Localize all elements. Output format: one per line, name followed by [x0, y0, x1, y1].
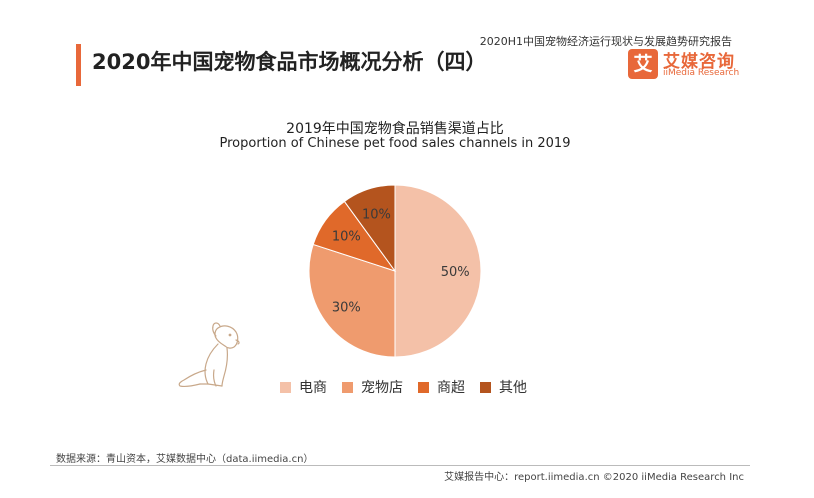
chart-legend: 电商 宠物店 商超 其他: [280, 377, 527, 397]
legend-item: 商超: [418, 377, 465, 397]
legend-label: 其他: [499, 380, 527, 396]
title-accent-bar: [76, 44, 81, 86]
data-source-note: 数据来源：青山资本，艾媒数据中心（data.iimedia.cn）: [56, 454, 314, 465]
legend-swatch: [280, 381, 291, 393]
footer-divider: [50, 465, 750, 466]
chart-subtitle: Proportion of Chinese pet food sales cha…: [219, 136, 571, 151]
page-title: 2020年中国宠物食品市场概况分析（四）: [92, 50, 487, 74]
legend-label: 电商: [299, 380, 327, 396]
pie-slice-label: 10%: [332, 230, 361, 245]
legend-label: 商超: [437, 380, 465, 396]
pie-slice-label: 50%: [441, 265, 470, 280]
chart-title: 2019年中国宠物食品销售渠道占比: [286, 121, 504, 137]
dog-illustration-icon: [178, 322, 240, 387]
legend-swatch: [342, 381, 353, 393]
report-tag: 2020H1中国宠物经济运行现状与发展趋势研究报告: [479, 35, 732, 48]
pie-slice-label: 10%: [362, 208, 391, 223]
legend-item: 宠物店: [342, 377, 403, 397]
copyright-note: 艾媒报告中心：report.iimedia.cn ©2020 iiMedia R…: [444, 472, 744, 483]
logo-name-cn: 艾媒咨询: [663, 52, 735, 72]
pie-slice: [394, 184, 482, 358]
logo-name-en: iiMedia Research: [663, 68, 740, 78]
legend-label: 宠物店: [361, 380, 403, 396]
logo-mark-icon: 艾: [628, 49, 658, 79]
pie-chart: 50% 30% 10%10%: [308, 184, 482, 358]
legend-swatch: [418, 381, 429, 393]
legend-swatch: [480, 381, 491, 393]
iimedia-logo: 艾 艾媒咨询 iiMedia Research: [628, 47, 740, 81]
pie-slice: [343, 184, 396, 273]
pie-slice: [308, 243, 396, 358]
legend-item: 其他: [480, 377, 527, 397]
pie-slice-label: 30%: [332, 300, 361, 315]
legend-item: 电商: [280, 377, 327, 397]
